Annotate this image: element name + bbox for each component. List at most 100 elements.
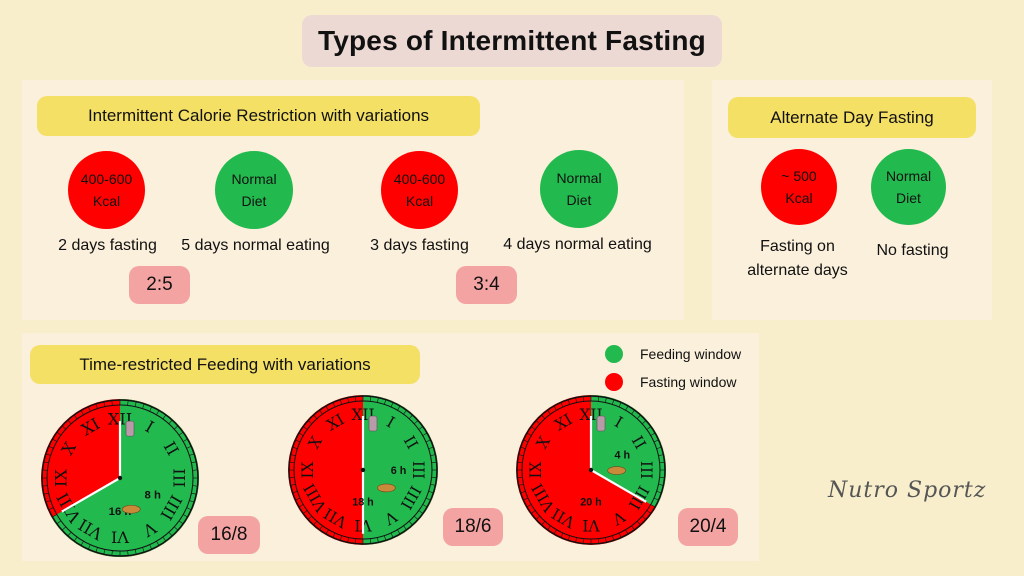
- minute-tick: [567, 399, 570, 405]
- adf-circle-normal: Normal Diet: [871, 149, 946, 225]
- minute-tick: [428, 446, 434, 449]
- minute-tick: [42, 469, 48, 471]
- minute-tick: [168, 532, 173, 537]
- minute-tick: [292, 446, 298, 449]
- minute-tick: [61, 425, 66, 430]
- minute-tick: [658, 484, 664, 486]
- minute-tick: [418, 510, 424, 514]
- minute-tick: [390, 402, 394, 408]
- minute-tick: [631, 409, 635, 415]
- minute-tick: [73, 414, 78, 420]
- drink-icon: [596, 415, 606, 432]
- legend-feeding: Feeding window: [605, 345, 741, 363]
- ratio-text: 18/6: [454, 516, 492, 537]
- minute-tick: [183, 514, 188, 518]
- minute-tick: [174, 425, 179, 430]
- minute-tick: [517, 461, 523, 464]
- minute-tick: [553, 405, 557, 411]
- minute-tick: [332, 402, 336, 408]
- page-title-box: Types of Intermittent Fasting: [302, 15, 722, 67]
- ratio-text: 20/4: [689, 516, 727, 537]
- minute-tick: [347, 397, 349, 403]
- minute-tick: [650, 504, 656, 508]
- minute-tick: [142, 547, 145, 553]
- minute-tick: [526, 432, 532, 436]
- minute-tick: [156, 410, 160, 415]
- clock-center: [360, 467, 366, 473]
- minute-tick: [189, 500, 195, 503]
- clock-numeral: XI: [552, 410, 576, 434]
- minute-tick: [52, 438, 57, 442]
- ratio-badge-16-8: 16/8: [198, 516, 260, 554]
- minute-tick: [186, 446, 192, 449]
- minute-tick: [397, 405, 401, 411]
- clock-numeral: IX: [52, 469, 71, 487]
- page-title: Types of Intermittent Fasting: [318, 25, 706, 56]
- minute-tick: [142, 403, 145, 409]
- minute-tick: [523, 439, 529, 443]
- circle-text: Kcal: [92, 193, 121, 209]
- circle-text: Diet: [241, 193, 267, 209]
- icr-circle-normal-2: Normal Diet: [540, 150, 618, 228]
- minute-tick: [43, 461, 49, 464]
- minute-tick: [178, 431, 184, 436]
- minute-tick: [659, 461, 665, 464]
- minute-tick: [347, 537, 349, 543]
- minute-tick: [408, 521, 413, 526]
- ratio-text: 16/8: [210, 524, 248, 545]
- legend-feeding-label: Feeding window: [640, 346, 742, 362]
- food-icon: [377, 483, 396, 493]
- minute-tick: [183, 438, 188, 442]
- minute-tick: [422, 432, 428, 436]
- minute-tick: [298, 504, 304, 508]
- minute-tick: [414, 515, 419, 520]
- feeding-hours-label: 4 h: [614, 449, 630, 461]
- clock-18-6: XIIIIIIIIIIIIVVIVIIVIIIIXXXI6 h18 h: [288, 395, 438, 545]
- adf-heading-text: Alternate Day Fasting: [770, 107, 934, 127]
- minute-tick: [295, 439, 301, 443]
- minute-tick: [408, 414, 413, 419]
- clock-numeral: III: [409, 461, 427, 479]
- minute-tick: [43, 492, 49, 495]
- minute-tick: [636, 521, 641, 526]
- minute-tick: [48, 507, 54, 510]
- minute-tick: [582, 396, 585, 402]
- clock-numeral: VI: [582, 516, 600, 534]
- hand-end: [590, 469, 647, 503]
- caption-line: alternate days: [747, 262, 848, 279]
- minute-tick: [646, 510, 652, 514]
- caption-line: Fasting on: [760, 238, 835, 255]
- food-icon: [607, 466, 626, 475]
- minute-tick: [418, 426, 424, 430]
- minute-tick: [618, 532, 622, 538]
- minute-tick: [61, 526, 66, 531]
- minute-tick: [313, 521, 318, 526]
- minute-tick: [191, 461, 197, 464]
- minute-tick: [111, 550, 113, 556]
- minute-tick: [518, 484, 524, 486]
- feeding-hours-label: 6 h: [391, 465, 407, 477]
- minute-tick: [178, 520, 184, 525]
- minute-tick: [103, 401, 106, 407]
- minute-tick: [127, 550, 129, 556]
- clock-numeral: III: [637, 461, 655, 479]
- minute-tick: [156, 541, 160, 546]
- feeding-sector: [363, 395, 438, 545]
- minute-tick: [56, 520, 62, 525]
- icr-caption: 4 days normal eating: [503, 236, 652, 253]
- minute-tick: [307, 515, 312, 520]
- clock-16-8: XIIIIIIIIIIIIVVIVIIVIIIIXXXI8 h16 h: [41, 399, 200, 557]
- minute-tick: [354, 396, 357, 402]
- food-icon: [121, 504, 141, 514]
- minute-tick: [319, 409, 323, 415]
- brand-logo: Nutro Sportz: [828, 478, 987, 503]
- caption-line: No fasting: [876, 242, 949, 259]
- minute-tick: [292, 491, 298, 494]
- minute-tick: [162, 536, 167, 542]
- minute-tick: [354, 538, 357, 544]
- minute-tick: [302, 426, 308, 430]
- ratio-text: 2:5: [146, 274, 173, 295]
- minute-tick: [45, 453, 51, 456]
- minute-tick: [339, 399, 342, 405]
- minute-tick: [134, 401, 137, 407]
